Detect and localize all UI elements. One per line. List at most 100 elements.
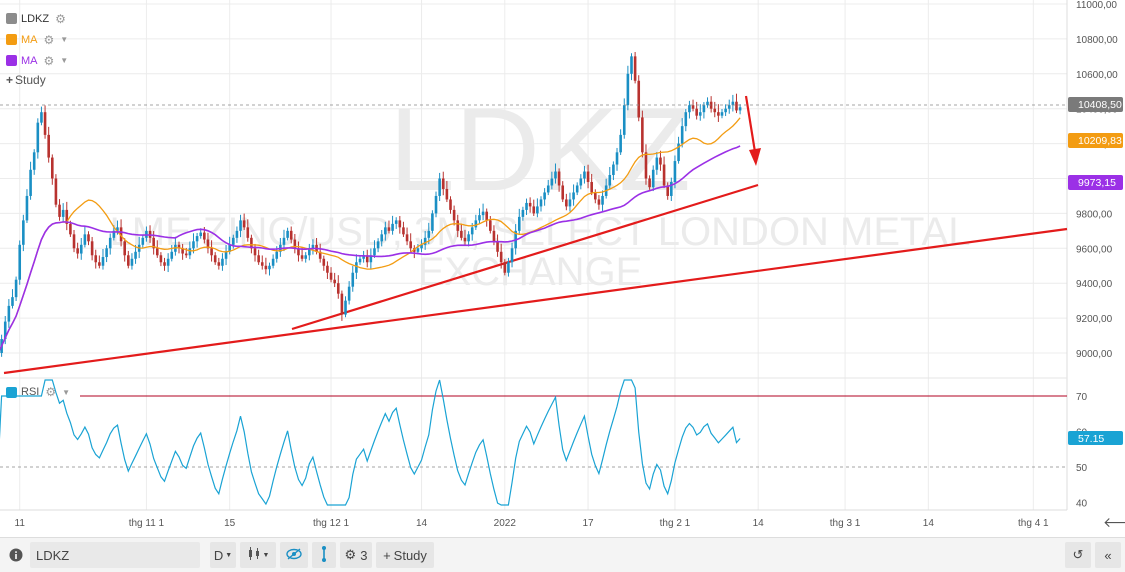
time-axis[interactable]: 11 thg 11 1 15 thg 12 1 14 2022 17 thg 2 1 14 thg…: [15, 518, 1125, 529]
interval-select[interactable]: D ▼: [210, 542, 236, 568]
price-tick-label: 10600,00: [1076, 70, 1118, 81]
caret-down-icon[interactable]: ▼: [60, 35, 69, 44]
measure-icon: [320, 545, 328, 565]
caret-down-icon[interactable]: ▼: [62, 387, 71, 397]
caret-down-icon[interactable]: ▼: [60, 56, 69, 65]
long-trendline[interactable]: [3, 227, 1068, 375]
candle-body: [456, 220, 460, 231]
candle-body: [365, 255, 369, 263]
price-chart[interactable]: LDKZ LME ZINC/USD, 3M, SELECT LONDON MET…: [0, 0, 1125, 540]
symbol-input-value: LDKZ: [36, 547, 70, 563]
arrow-left-icon[interactable]: 🡐: [1103, 514, 1125, 530]
rsi-tick-label: 70: [1076, 392, 1088, 403]
candle-body: [738, 107, 742, 111]
hide-drawings-button[interactable]: [280, 542, 308, 568]
candle-body: [735, 101, 738, 111]
down-arrow-head[interactable]: [749, 148, 761, 166]
candle-body: [94, 255, 98, 263]
studies-settings-button[interactable]: ⚙ 3: [340, 542, 372, 568]
candle-body: [29, 169, 32, 196]
add-study-button[interactable]: + Study: [6, 73, 68, 87]
candle-body: [452, 209, 456, 221]
candle-body: [155, 248, 159, 256]
gear-icon[interactable]: ⚙: [45, 385, 57, 399]
price-tick-label: 9400,00: [1076, 279, 1113, 290]
candle-body: [239, 220, 242, 231]
price-tick-label: 9000,00: [1076, 349, 1113, 360]
rsi-label: RSI: [21, 386, 40, 398]
ma-fast-line[interactable]: [0, 117, 741, 353]
rsi-panel[interactable]: [0, 377, 1067, 506]
candle-body: [282, 237, 286, 245]
reset-icon[interactable]: ↺: [1065, 542, 1091, 568]
rsi-line[interactable]: [0, 379, 741, 506]
candle-body: [474, 220, 478, 228]
caret-down-icon: ▼: [262, 551, 270, 559]
candle-body: [79, 244, 83, 254]
candle-body: [503, 262, 507, 273]
measure-button[interactable]: [312, 542, 336, 568]
candle-body: [434, 195, 438, 214]
candle-body: [698, 112, 702, 116]
candle-body: [329, 272, 333, 280]
candle-body: [141, 237, 145, 245]
candle-body: [32, 152, 36, 170]
info-icon[interactable]: [6, 542, 26, 568]
candle-body: [478, 215, 481, 221]
candle-body: [532, 206, 536, 214]
gear-icon[interactable]: ⚙: [55, 11, 66, 26]
legend-symbol[interactable]: LDKZ ⚙: [6, 8, 68, 29]
candle-body: [727, 105, 731, 109]
bottom-toolbar: LDKZ D ▼ ▼ ⚙ 3 + Study ↺ «: [0, 537, 1125, 572]
candle-body: [470, 227, 474, 235]
trendlines[interactable]: [3, 95, 1068, 375]
candle-body: [123, 241, 126, 256]
candle-body: [536, 206, 539, 214]
candle-body: [199, 232, 203, 237]
candle-body: [467, 234, 470, 242]
candle-body: [195, 236, 199, 242]
chart-type-select[interactable]: ▼: [240, 542, 276, 568]
candle-body: [221, 258, 224, 266]
rsi-legend[interactable]: RSI ⚙ ▼: [6, 385, 70, 399]
price-tick-label: 11000,00: [1076, 0, 1117, 11]
candle-body: [670, 181, 673, 196]
candle-body: [391, 223, 394, 231]
candle-body: [626, 73, 630, 106]
candle-body: [268, 265, 271, 270]
candle-body: [43, 112, 47, 135]
gear-icon[interactable]: ⚙: [43, 53, 55, 68]
time-tick-label: 14: [923, 518, 935, 529]
candle-body: [489, 220, 492, 231]
candle-body: [224, 251, 228, 259]
legend-symbol-label: LDKZ: [21, 12, 50, 25]
candlestick-icon: [247, 547, 261, 563]
candle-body: [394, 220, 398, 224]
gear-icon: ⚙: [344, 547, 357, 562]
candle-body: [18, 244, 22, 280]
down-arrow-line[interactable]: [744, 95, 757, 153]
candle-body: [322, 258, 326, 266]
ma-slow-line[interactable]: [0, 145, 741, 353]
ma-fast-tag: [1068, 133, 1123, 148]
gear-icon[interactable]: ⚙: [43, 32, 55, 47]
legend-ma-fast[interactable]: MA ⚙ ▼: [6, 29, 68, 50]
candle-body: [525, 202, 528, 210]
price-tick-label: 9200,00: [1076, 314, 1113, 325]
candle-body: [431, 213, 434, 231]
collapse-icon[interactable]: «: [1095, 542, 1121, 568]
candle-body: [492, 230, 496, 242]
legend-ma-slow[interactable]: MA ⚙ ▼: [6, 50, 68, 71]
candle-body: [130, 258, 134, 266]
short-trendline[interactable]: [291, 183, 759, 331]
candle-body: [22, 220, 25, 245]
candle-body: [724, 108, 727, 113]
time-tick-label: 14: [416, 518, 428, 529]
candle-body: [40, 112, 43, 123]
symbol-input[interactable]: LDKZ: [30, 542, 200, 568]
toolbar-study-button[interactable]: + Study: [376, 542, 434, 568]
candle-body: [550, 178, 554, 186]
candle-body: [51, 157, 54, 179]
candle-body: [590, 181, 593, 193]
candle-body: [72, 234, 76, 249]
